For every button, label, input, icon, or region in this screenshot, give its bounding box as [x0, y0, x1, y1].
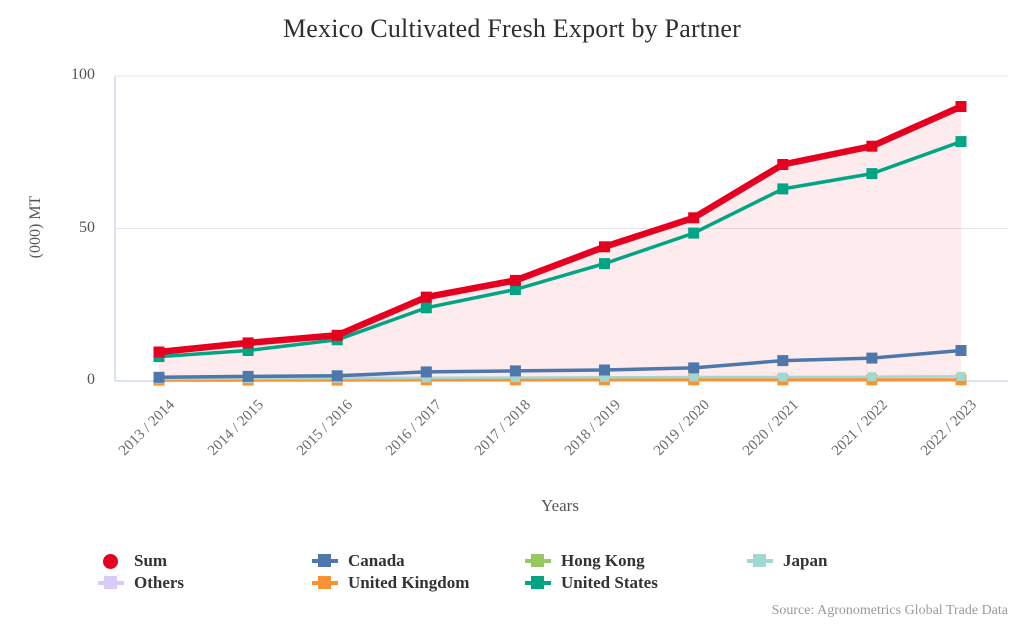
data-point-marker[interactable]: [955, 101, 967, 112]
data-point-marker[interactable]: [778, 372, 788, 382]
sum-area-fill: [159, 106, 961, 381]
legend-label: United States: [561, 573, 658, 592]
data-point-marker[interactable]: [866, 352, 878, 364]
hong-kong-legend-marker-icon: [525, 554, 551, 568]
data-point-marker[interactable]: [420, 291, 432, 303]
source-credit: Source: Agronometrics Global Trade Data: [771, 603, 1008, 618]
data-point-marker[interactable]: [867, 372, 877, 382]
square-marker-icon: [531, 554, 544, 567]
legend-label: Others: [134, 573, 185, 592]
data-point-marker[interactable]: [509, 284, 521, 295]
data-point-marker[interactable]: [956, 371, 966, 381]
legend-label: Japan: [783, 551, 828, 570]
y-tick-label: 0: [87, 371, 95, 388]
data-point-marker[interactable]: [689, 372, 699, 382]
square-marker-icon: [531, 576, 544, 589]
data-point-marker[interactable]: [599, 364, 610, 376]
legend-label: Canada: [348, 551, 405, 570]
data-point-marker[interactable]: [509, 274, 521, 286]
data-point-marker[interactable]: [777, 183, 789, 195]
data-point-marker[interactable]: [866, 168, 878, 180]
legend-item-canada[interactable]: Canada: [312, 550, 405, 572]
data-point-marker[interactable]: [420, 302, 432, 314]
data-point-marker[interactable]: [242, 345, 254, 356]
square-marker-icon: [318, 554, 331, 567]
data-point-marker[interactable]: [420, 366, 432, 378]
data-point-marker[interactable]: [955, 136, 967, 148]
japan-legend-marker-icon: [747, 554, 773, 568]
series-sum[interactable]: [153, 101, 967, 358]
data-point-marker[interactable]: [242, 370, 254, 382]
others-legend-marker-icon: [98, 576, 124, 590]
data-point-marker[interactable]: [599, 258, 610, 270]
y-tick-label: 100: [71, 66, 95, 83]
data-point-marker[interactable]: [331, 370, 343, 382]
legend-item-sum[interactable]: Sum: [98, 550, 167, 572]
data-point-marker[interactable]: [331, 329, 343, 341]
data-point-marker[interactable]: [688, 227, 700, 239]
legend-item-united-kingdom[interactable]: United Kingdom: [312, 572, 469, 594]
series-canada[interactable]: [153, 345, 967, 383]
legend-item-others[interactable]: Others: [98, 572, 184, 594]
x-axis-title: Years: [541, 496, 579, 515]
data-point-marker[interactable]: [688, 212, 700, 224]
square-marker-icon: [753, 554, 766, 567]
data-point-marker[interactable]: [599, 241, 610, 253]
united-states-legend-marker-icon: [525, 576, 551, 590]
square-marker-icon: [318, 576, 331, 589]
data-point-marker[interactable]: [153, 346, 165, 358]
data-point-marker[interactable]: [777, 355, 789, 367]
data-point-marker[interactable]: [688, 362, 700, 374]
data-point-marker[interactable]: [955, 345, 967, 356]
legend-item-united-states[interactable]: United States: [525, 572, 658, 594]
legend-item-hong-kong[interactable]: Hong Kong: [525, 550, 645, 572]
canada-legend-marker-icon: [312, 554, 338, 568]
legend-label: Hong Kong: [561, 551, 645, 570]
data-point-marker[interactable]: [777, 159, 789, 170]
circle-marker-icon: [103, 554, 118, 569]
data-point-marker[interactable]: [421, 373, 431, 383]
data-point-marker[interactable]: [866, 140, 878, 152]
data-point-marker[interactable]: [509, 365, 521, 377]
legend-item-japan[interactable]: Japan: [747, 550, 827, 572]
data-point-marker[interactable]: [510, 373, 520, 383]
legend-label: Sum: [134, 551, 168, 570]
united-kingdom-legend-marker-icon: [312, 576, 338, 590]
chart-title: Mexico Cultivated Fresh Export by Partne…: [282, 14, 742, 43]
square-marker-icon: [104, 576, 117, 589]
data-point-marker[interactable]: [600, 372, 609, 382]
legend-label: United Kingdom: [348, 573, 470, 592]
data-point-marker[interactable]: [242, 337, 254, 349]
sum-legend-marker-icon: [98, 554, 124, 569]
y-tick-label: 50: [79, 219, 95, 236]
data-point-marker[interactable]: [153, 371, 165, 383]
